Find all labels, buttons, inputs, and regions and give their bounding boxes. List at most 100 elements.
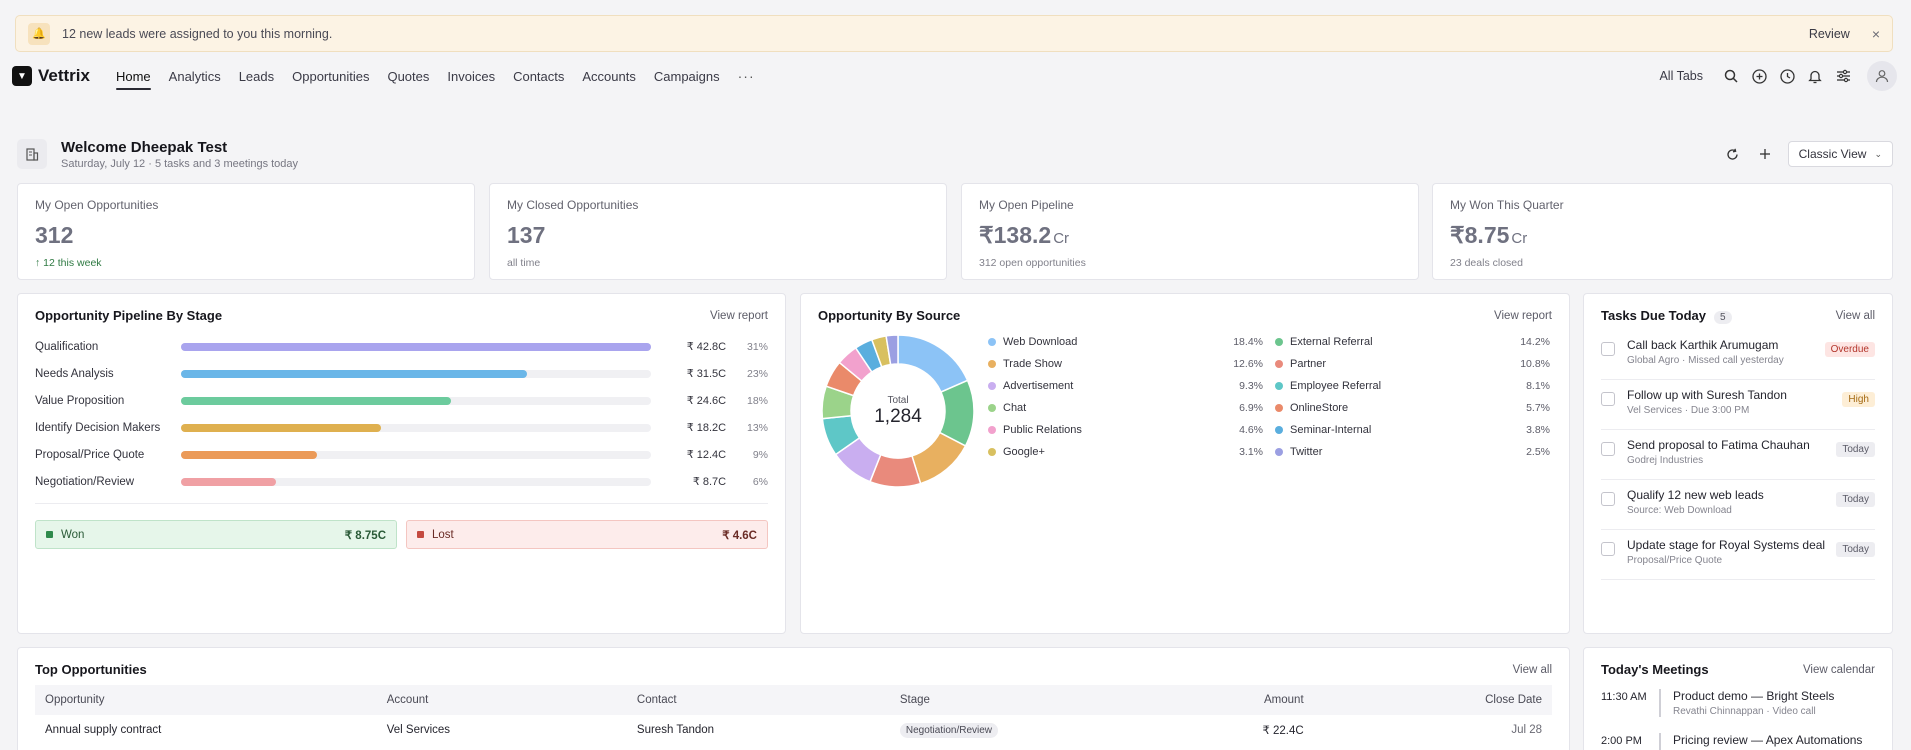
top-opps-view-all-link[interactable]: View all: [1512, 663, 1552, 676]
kpi-card[interactable]: My Closed Opportunities 137 all time: [489, 183, 947, 280]
more-tabs-icon[interactable]: ···: [737, 68, 755, 84]
stage-label: Identify Decision Makers: [35, 421, 161, 434]
welcome-header: Welcome Dheepak Test Saturday, July 12 ·…: [17, 134, 1893, 174]
source-legend-item[interactable]: Partner 10.8%: [1275, 353, 1550, 375]
task-item[interactable]: Qualify 12 new web leads Source: Web Down…: [1601, 480, 1875, 530]
kpi-card[interactable]: My Open Opportunities 312 ↑ 12 this week: [17, 183, 475, 280]
stage-row[interactable]: Proposal/Price Quote ₹ 12.4C 9%: [35, 441, 768, 468]
tab-accounts[interactable]: Accounts: [582, 68, 636, 84]
all-tabs-button[interactable]: All Tabs: [1659, 69, 1703, 83]
meeting-item[interactable]: 11:30 AM Product demo — Bright Steels Reva…: [1601, 681, 1875, 725]
tab-leads[interactable]: Leads: [238, 68, 275, 84]
pipeline-view-report-link[interactable]: View report: [710, 309, 768, 322]
user-avatar[interactable]: [1867, 61, 1897, 91]
settings-sliders-icon[interactable]: [1835, 68, 1851, 84]
stage-row[interactable]: Needs Analysis ₹ 31.5C 23%: [35, 360, 768, 387]
legend-label: Partner: [1290, 358, 1327, 370]
tab-contacts[interactable]: Contacts: [513, 68, 565, 84]
stage-bar-track: [180, 342, 652, 351]
clock-icon[interactable]: [1779, 68, 1795, 84]
legend-percent: 4.6%: [1239, 424, 1263, 436]
notification-bell-icon[interactable]: [1807, 68, 1823, 84]
stage-amount: ₹ 24.6C: [686, 395, 727, 407]
task-item[interactable]: Update stage for Royal Systems deal Propo…: [1601, 530, 1875, 580]
task-item[interactable]: Send proposal to Fatima Chauhan Godrej In…: [1601, 430, 1875, 480]
tab-analytics[interactable]: Analytics: [168, 68, 221, 84]
source-legend-item[interactable]: Advertisement 9.3%: [988, 375, 1263, 397]
building-icon: [17, 139, 47, 169]
tab-home[interactable]: Home: [115, 63, 151, 90]
brand-logo[interactable]: ▼ Vettrix: [12, 66, 90, 86]
legend-percent: 5.7%: [1526, 402, 1550, 414]
tasks-due-today-card: Tasks Due Today 5 View all Call back Kart…: [1583, 293, 1893, 634]
legend-percent: 14.2%: [1520, 336, 1550, 348]
tab-opportunities[interactable]: Opportunities: [292, 68, 370, 84]
opportunity-by-source-card: Opportunity By Source View report Total …: [800, 293, 1570, 634]
meeting-item[interactable]: 2:00 PM Pricing review — Apex Automations: [1601, 725, 1875, 750]
stage-label: Negotiation/Review: [35, 475, 135, 488]
task-checkbox[interactable]: [1601, 392, 1615, 406]
task-subtitle: Global Agro · Missed call yesterday: [1627, 355, 1784, 366]
plus-icon[interactable]: [1756, 145, 1774, 163]
add-icon[interactable]: [1751, 68, 1767, 84]
search-icon[interactable]: [1723, 68, 1739, 84]
task-status-badge: Today: [1836, 492, 1875, 507]
col-account: Account: [386, 694, 429, 706]
legend-percent: 10.8%: [1520, 358, 1550, 370]
tab-quotes[interactable]: Quotes: [387, 68, 430, 84]
source-legend-item[interactable]: Trade Show 12.6%: [988, 353, 1263, 375]
stage-bar-fill: [180, 396, 452, 405]
close-icon[interactable]: ×: [1871, 25, 1880, 42]
task-checkbox[interactable]: [1601, 492, 1615, 506]
task-subtitle: Godrej Industries: [1627, 455, 1704, 466]
source-legend-item[interactable]: External Referral 14.2%: [1275, 331, 1550, 353]
page-subtitle: Saturday, July 12 · 5 tasks and 3 meetin…: [61, 157, 299, 170]
legend-label: OnlineStore: [1290, 402, 1349, 414]
source-legend-item[interactable]: Chat 6.9%: [988, 397, 1263, 419]
tab-campaigns[interactable]: Campaigns: [653, 68, 720, 84]
source-legend-item[interactable]: Twitter 2.5%: [1275, 441, 1550, 463]
won-value: ₹ 8.75C: [344, 529, 386, 542]
stage-row[interactable]: Negotiation/Review ₹ 8.7C 6%: [35, 468, 768, 495]
source-legend-item[interactable]: Web Download 18.4%: [988, 331, 1263, 353]
legend-percent: 18.4%: [1233, 336, 1263, 348]
top-opps-title: Top Opportunities: [35, 662, 147, 677]
stage-row[interactable]: Identify Decision Makers ₹ 18.2C 13%: [35, 414, 768, 441]
task-checkbox[interactable]: [1601, 542, 1615, 556]
meeting-body: Product demo — Bright Steels Revathi Chin…: [1659, 689, 1834, 717]
won-summary[interactable]: Won ₹ 8.75C: [35, 520, 397, 549]
kpi-card[interactable]: My Won This Quarter ₹8.75 Cr 23 deals close…: [1432, 183, 1893, 280]
source-legend-item[interactable]: Seminar-Internal 3.8%: [1275, 419, 1550, 441]
source-legend-item[interactable]: Google+ 3.1%: [988, 441, 1263, 463]
stage-bar-fill: [180, 423, 381, 432]
task-title: Follow up with Suresh Tandon: [1627, 388, 1787, 402]
chevron-down-icon: ⌄: [1874, 148, 1882, 159]
legend-dot: [988, 360, 996, 368]
task-item[interactable]: Follow up with Suresh Tandon Vel Services…: [1601, 380, 1875, 430]
source-legend-item[interactable]: Public Relations 4.6%: [988, 419, 1263, 441]
col-close-date: Close Date: [1485, 694, 1542, 706]
donut-slice[interactable]: [885, 334, 899, 366]
tab-invoices[interactable]: Invoices: [447, 68, 496, 84]
tasks-view-all-link[interactable]: View all: [1835, 310, 1875, 322]
task-checkbox[interactable]: [1601, 342, 1615, 356]
task-item[interactable]: Call back Karthik Arumugam Global Agro · …: [1601, 330, 1875, 380]
source-view-report-link[interactable]: View report: [1494, 309, 1552, 322]
stage-row[interactable]: Value Proposition ₹ 24.6C 18%: [35, 387, 768, 414]
stage-row[interactable]: Qualification ₹ 42.8C 31%: [35, 333, 768, 360]
stage-percent: 6%: [752, 475, 769, 488]
source-legend-item[interactable]: Employee Referral 8.1%: [1275, 375, 1550, 397]
refresh-icon[interactable]: [1724, 145, 1742, 163]
lost-summary[interactable]: Lost ₹ 4.6C: [406, 520, 768, 549]
meetings-view-calendar-link[interactable]: View calendar: [1802, 663, 1875, 676]
task-subtitle: Proposal/Price Quote: [1627, 555, 1723, 566]
banner-review-button[interactable]: Review: [1808, 26, 1850, 41]
view-selector[interactable]: Classic View ⌄: [1787, 141, 1893, 167]
kpi-card[interactable]: My Open Pipeline ₹138.2 Cr 312 open opportu…: [961, 183, 1419, 280]
legend-dot: [988, 382, 996, 390]
source-legend-item[interactable]: OnlineStore 5.7%: [1275, 397, 1550, 419]
legend-dot: [988, 448, 996, 456]
meeting-subtitle: Revathi Chinnappan · Video call: [1673, 706, 1816, 717]
task-checkbox[interactable]: [1601, 442, 1615, 456]
table-row[interactable]: Annual supply contract Vel Services Suresh…: [35, 715, 1552, 744]
